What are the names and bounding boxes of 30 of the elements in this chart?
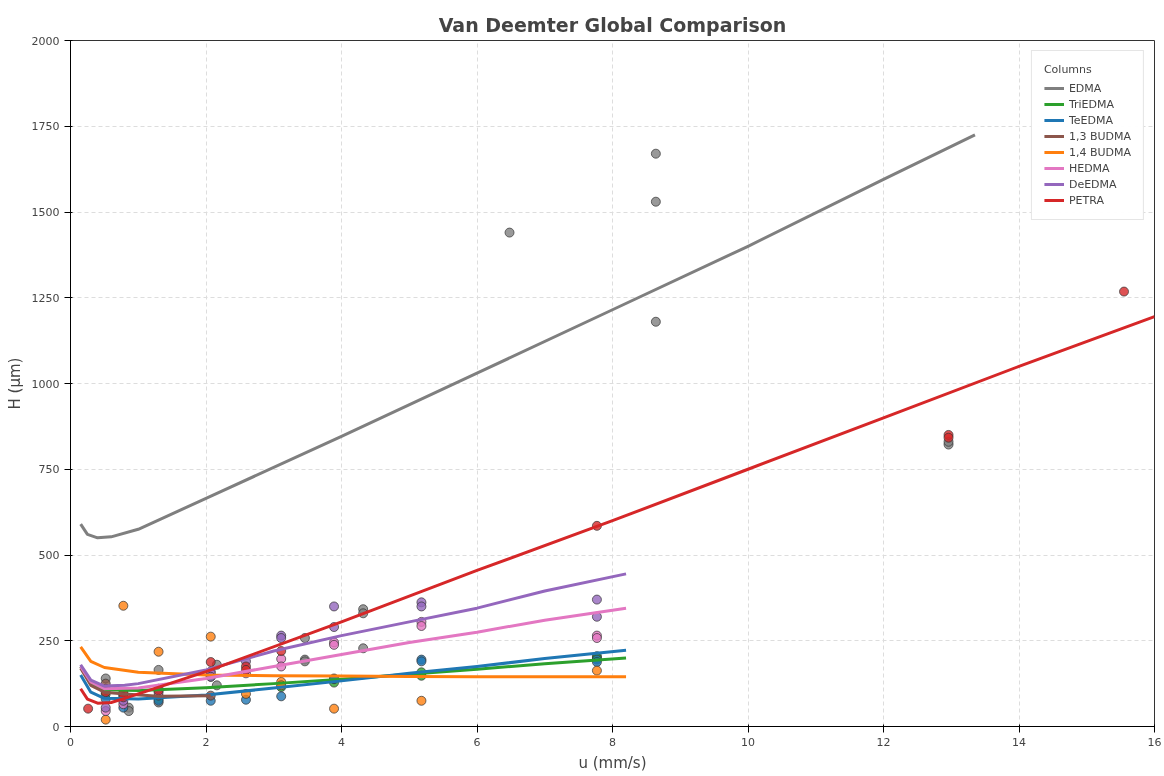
legend-label: TeEDMA xyxy=(1068,113,1113,127)
x-tick-label: 2 xyxy=(202,735,210,749)
chart-title: Van Deemter Global Comparison xyxy=(438,13,787,36)
legend-label: EDMA xyxy=(1068,81,1102,95)
legend-title: Columns xyxy=(1043,63,1093,76)
y-tick-label: 0 xyxy=(52,720,60,734)
x-tick-label: 14 xyxy=(1012,735,1026,749)
legend-label: 1,3 BUDMA xyxy=(1068,129,1131,143)
x-tick-label: 8 xyxy=(609,735,616,749)
legend-label: DeEDMA xyxy=(1068,177,1117,191)
x-tick-label: 4 xyxy=(338,735,345,749)
y-tick-label: 750 xyxy=(38,463,60,477)
y-tick-label: 1250 xyxy=(31,291,60,305)
x-tick-label: 16 xyxy=(1147,735,1162,749)
y-tick-label: 500 xyxy=(38,549,60,562)
y-tick-label: 1750 xyxy=(31,120,60,134)
x-tick-label: 0 xyxy=(67,735,74,749)
y-tick-label: 1000 xyxy=(31,377,60,391)
y-tick-label: 1500 xyxy=(31,206,60,219)
y-axis-title: H (µm) xyxy=(5,357,24,410)
y-tick-label: 2000 xyxy=(31,34,60,48)
legend-label: TriEDMA xyxy=(1068,97,1115,111)
x-tick-label: 12 xyxy=(876,735,891,749)
legend-label: 1,4 BUDMA xyxy=(1068,145,1131,159)
x-tick-label: 6 xyxy=(473,735,481,749)
y-tick-label: 250 xyxy=(38,634,60,648)
legend-label: PETRA xyxy=(1068,193,1104,207)
x-axis-title: u (mm/s) xyxy=(578,753,647,772)
legend-label: HEDMA xyxy=(1068,161,1110,175)
x-tick-label: 10 xyxy=(741,735,755,749)
